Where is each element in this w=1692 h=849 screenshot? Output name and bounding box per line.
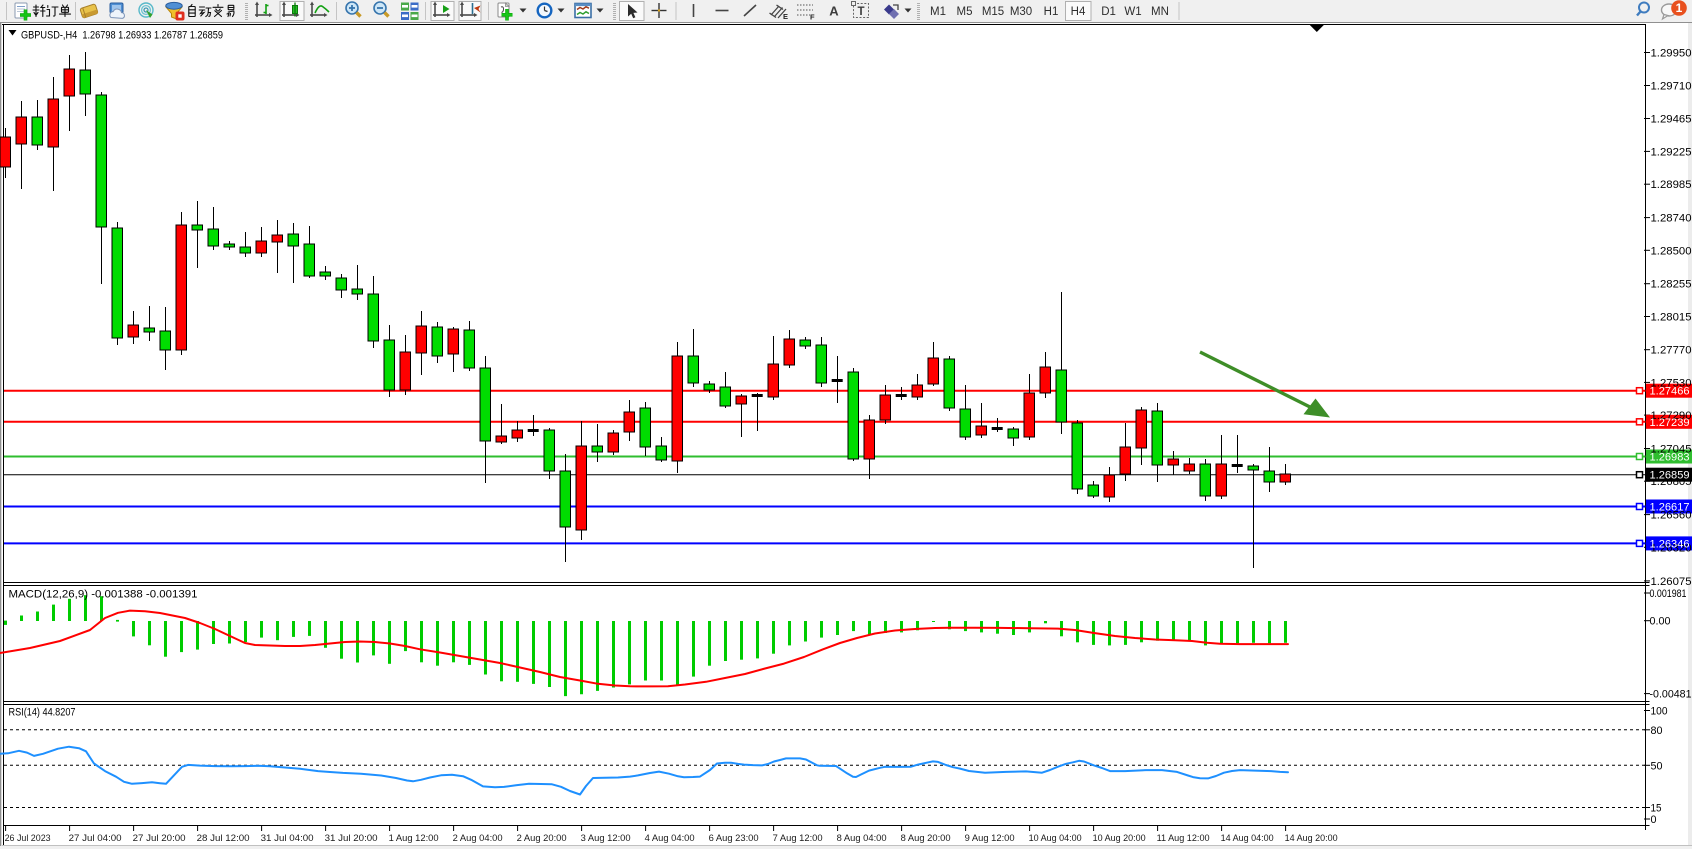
svg-text:A: A [829, 4, 839, 19]
svg-text:1.26560: 1.26560 [1651, 510, 1692, 522]
svg-text:0: 0 [1651, 814, 1657, 826]
svg-text:W1: W1 [1124, 6, 1141, 18]
svg-text:1.26320: 1.26320 [1651, 542, 1692, 554]
svg-text:F: F [810, 13, 815, 22]
svg-text:9 Aug 12:00: 9 Aug 12:00 [965, 833, 1015, 844]
svg-text:MN: MN [1151, 6, 1169, 18]
svg-text:1.27466: 1.27466 [1650, 386, 1690, 398]
svg-text:1.29950: 1.29950 [1651, 48, 1692, 60]
svg-text:11 Aug 12:00: 11 Aug 12:00 [1157, 833, 1210, 844]
svg-text:2 Aug 04:00: 2 Aug 04:00 [453, 833, 503, 844]
svg-text:H1: H1 [1044, 6, 1059, 18]
svg-text:10 Aug 04:00: 10 Aug 04:00 [1029, 833, 1082, 844]
svg-text:1.27045: 1.27045 [1651, 444, 1692, 456]
svg-text:D1: D1 [1101, 6, 1116, 18]
svg-text:H4: H4 [1071, 6, 1086, 18]
svg-text:1.26075: 1.26075 [1651, 576, 1692, 588]
svg-text:-0.00481: -0.00481 [1650, 689, 1692, 701]
svg-text:1.26805: 1.26805 [1651, 476, 1692, 488]
svg-text:50: 50 [1651, 760, 1663, 772]
svg-text:1.28985: 1.28985 [1651, 179, 1692, 191]
svg-text:T: T [857, 6, 864, 18]
svg-text:M15: M15 [982, 6, 1004, 18]
svg-text:4 Aug 04:00: 4 Aug 04:00 [645, 833, 695, 844]
svg-text:E: E [783, 12, 788, 21]
svg-text:14 Aug 04:00: 14 Aug 04:00 [1221, 833, 1274, 844]
svg-text:M30: M30 [1010, 6, 1032, 18]
svg-text:1.29465: 1.29465 [1651, 114, 1692, 126]
svg-text:0.00: 0.00 [1650, 616, 1671, 628]
svg-text:80: 80 [1651, 725, 1663, 737]
svg-text:1.27239: 1.27239 [1650, 417, 1690, 429]
svg-text:1.26983: 1.26983 [1650, 452, 1690, 464]
svg-text:GBPUSD-,H4 1.26798 1.26933 1.: GBPUSD-,H4 1.26798 1.26933 1.26787 1.268… [21, 30, 223, 42]
svg-text:1.26617: 1.26617 [1650, 502, 1690, 514]
svg-text:26 Jul 2023: 26 Jul 2023 [5, 833, 51, 844]
svg-text:27 Jul 20:00: 27 Jul 20:00 [133, 833, 186, 844]
svg-text:1.28500: 1.28500 [1651, 245, 1692, 257]
svg-text:3 Aug 12:00: 3 Aug 12:00 [581, 833, 631, 844]
svg-text:MACD(12,26,9) -0.001388 -0.001: MACD(12,26,9) -0.001388 -0.001391 [9, 589, 198, 601]
svg-text:1.26346: 1.26346 [1650, 538, 1690, 550]
svg-text:1.29710: 1.29710 [1651, 81, 1692, 93]
svg-text:10 Aug 20:00: 10 Aug 20:00 [1093, 833, 1146, 844]
svg-text:27 Jul 04:00: 27 Jul 04:00 [69, 833, 122, 844]
svg-text:M1: M1 [930, 6, 946, 18]
svg-text:2 Aug 20:00: 2 Aug 20:00 [517, 833, 567, 844]
svg-text:1.28740: 1.28740 [1651, 213, 1692, 225]
svg-text:1.27290: 1.27290 [1651, 410, 1692, 422]
svg-text:1.28255: 1.28255 [1651, 279, 1692, 291]
svg-text:8 Aug 20:00: 8 Aug 20:00 [901, 833, 951, 844]
svg-text:6 Aug 23:00: 6 Aug 23:00 [709, 833, 759, 844]
svg-text:1.29225: 1.29225 [1651, 146, 1692, 158]
svg-text:28 Jul 12:00: 28 Jul 12:00 [197, 833, 250, 844]
svg-text:31 Jul 20:00: 31 Jul 20:00 [325, 833, 378, 844]
svg-text:1.28015: 1.28015 [1651, 312, 1692, 324]
svg-text:1 Aug 12:00: 1 Aug 12:00 [389, 833, 439, 844]
svg-text:8 Aug 04:00: 8 Aug 04:00 [837, 833, 887, 844]
svg-text:0.001981: 0.001981 [1650, 588, 1687, 600]
svg-text:1.26859: 1.26859 [1650, 470, 1690, 482]
svg-text:14 Aug 20:00: 14 Aug 20:00 [1285, 833, 1338, 844]
svg-text:15: 15 [1651, 803, 1662, 815]
svg-text:RSI(14) 44.8207: RSI(14) 44.8207 [9, 707, 76, 719]
svg-text:1: 1 [1676, 1, 1683, 15]
svg-text:7 Aug 12:00: 7 Aug 12:00 [773, 833, 823, 844]
svg-text:31 Jul 04:00: 31 Jul 04:00 [261, 833, 314, 844]
svg-text:100: 100 [1651, 706, 1668, 718]
svg-text:M5: M5 [957, 6, 973, 18]
svg-text:1.27530: 1.27530 [1651, 377, 1692, 389]
svg-text:1.27770: 1.27770 [1651, 345, 1692, 357]
